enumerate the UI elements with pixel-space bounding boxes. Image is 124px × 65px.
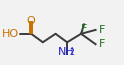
Text: F: F	[98, 39, 105, 49]
Text: F: F	[81, 24, 87, 34]
Text: F: F	[98, 25, 105, 35]
Text: HO: HO	[2, 29, 19, 39]
Text: O: O	[27, 16, 36, 26]
Text: 2: 2	[70, 48, 74, 57]
Text: NH: NH	[58, 47, 75, 57]
